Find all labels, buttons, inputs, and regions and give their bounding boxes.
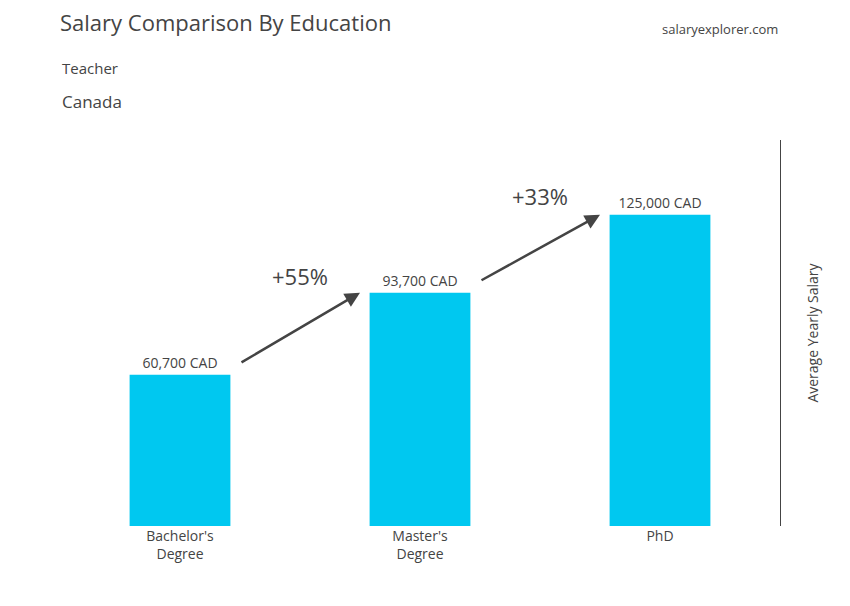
svg-text:PhD: PhD (646, 526, 673, 545)
svg-text:93,700 CAD: 93,700 CAD (382, 271, 457, 290)
svg-text:Canada: Canada (62, 90, 122, 113)
svg-text:Master'sDegree: Master'sDegree (392, 526, 448, 563)
svg-text:Teacher: Teacher (62, 58, 118, 78)
svg-text:salaryexplorer.com: salaryexplorer.com (662, 20, 778, 38)
svg-text:Bachelor'sDegree: Bachelor'sDegree (146, 526, 214, 563)
svg-text:+33%: +33% (512, 181, 568, 211)
svg-text:125,000 CAD: 125,000 CAD (618, 193, 701, 212)
svg-text:60,700 CAD: 60,700 CAD (142, 353, 217, 372)
svg-text:Average Yearly Salary: Average Yearly Salary (803, 262, 822, 402)
svg-text:+55%: +55% (272, 261, 328, 291)
svg-text:Salary Comparison By Education: Salary Comparison By Education (60, 7, 391, 37)
